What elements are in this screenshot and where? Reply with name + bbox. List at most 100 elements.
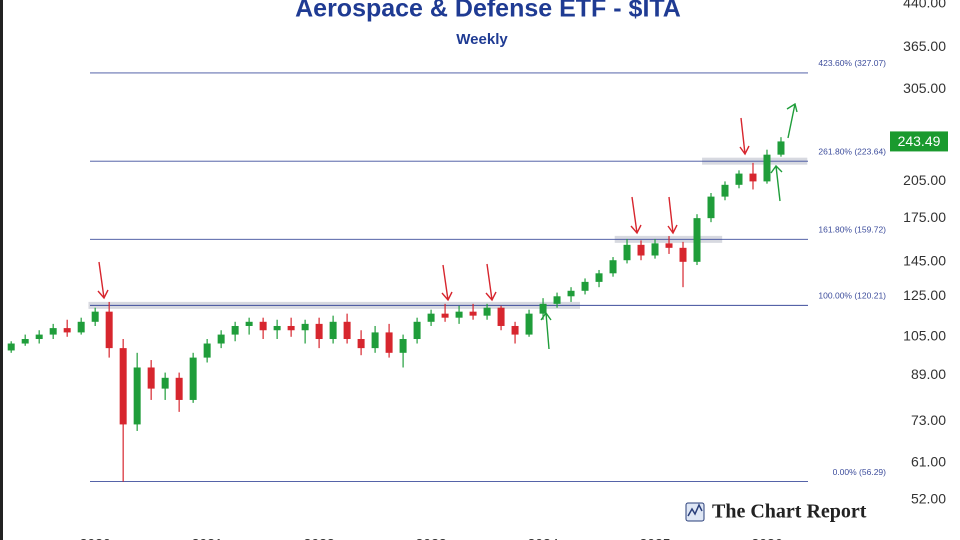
- candle-body: [469, 311, 477, 316]
- candle-body: [693, 218, 701, 262]
- candle: [21, 334, 29, 346]
- y-tick-label: 125.00: [903, 287, 946, 303]
- candle: [427, 309, 435, 326]
- x-tick-label: 2024: [527, 536, 558, 540]
- logo-mark: [687, 503, 703, 517]
- candle: [161, 372, 169, 400]
- candle-body: [567, 290, 575, 297]
- candle-body: [707, 196, 715, 219]
- y-tick-label: 52.00: [911, 491, 946, 507]
- candle: [399, 334, 407, 368]
- candle-body: [777, 141, 785, 155]
- brand-name: The Chart Report: [712, 501, 867, 523]
- candle-body: [49, 328, 57, 335]
- candle: [609, 257, 617, 277]
- fib-label: 0.00% (56.29): [833, 467, 887, 477]
- candle: [679, 241, 687, 288]
- candle: [147, 360, 155, 400]
- candle-body: [287, 325, 295, 331]
- candle-body: [763, 154, 771, 182]
- candle: [357, 330, 365, 356]
- candle: [119, 339, 127, 482]
- candle-body: [637, 244, 645, 256]
- candle: [329, 315, 337, 344]
- candle-body: [357, 339, 365, 349]
- candle: [63, 319, 71, 337]
- y-tick-label: 89.00: [911, 366, 946, 382]
- candle-body: [329, 321, 337, 340]
- candle-body: [119, 348, 127, 425]
- y-tick-label: 61.00: [911, 454, 946, 470]
- candle: [483, 303, 491, 320]
- candle: [735, 170, 743, 189]
- candle: [91, 307, 99, 326]
- candle-body: [455, 311, 463, 318]
- candle: [315, 317, 323, 349]
- candle: [777, 137, 785, 157]
- candle: [497, 305, 505, 331]
- candle: [77, 317, 85, 335]
- y-tick-label: 365.00: [903, 38, 946, 54]
- candle-body: [245, 321, 253, 326]
- arrow-up: [786, 102, 798, 139]
- candle-body: [7, 343, 15, 351]
- candle: [245, 317, 253, 335]
- x-tick-label: 2020: [80, 536, 111, 540]
- candle: [623, 238, 631, 264]
- arrow-down: [97, 261, 109, 300]
- candle: [49, 323, 57, 340]
- candle: [273, 319, 281, 340]
- candle-body: [175, 377, 183, 400]
- candle: [553, 292, 561, 308]
- fib-label: 100.00% (120.21): [818, 291, 886, 301]
- candle-body: [721, 184, 729, 197]
- candle: [259, 317, 267, 340]
- candle-body: [427, 313, 435, 322]
- candle: [413, 317, 421, 344]
- candle: [455, 305, 463, 324]
- y-tick-label: 205.00: [903, 172, 946, 188]
- fib-label: 261.80% (223.64): [818, 146, 886, 156]
- x-tick-label: 2023: [416, 536, 447, 540]
- resistance-arrows: [97, 117, 750, 302]
- x-tick-label: 2021: [192, 536, 223, 540]
- x-tick-label: 2025: [639, 536, 670, 540]
- y-tick-label: 145.00: [903, 253, 946, 269]
- candle-body: [553, 296, 561, 304]
- candle: [217, 330, 225, 349]
- candle: [35, 330, 43, 344]
- support-arrows: [540, 102, 798, 350]
- candle: [469, 303, 477, 320]
- candle-body: [315, 323, 323, 340]
- candle-body: [651, 243, 659, 256]
- arrow-up: [770, 164, 783, 202]
- candle-body: [35, 334, 43, 340]
- candle: [525, 309, 533, 337]
- candle-body: [609, 260, 617, 274]
- y-tick-label: 105.00: [903, 327, 946, 343]
- arrow-up: [540, 311, 552, 350]
- arrow-down: [667, 196, 678, 235]
- candle-body: [231, 325, 239, 335]
- candle-body: [441, 313, 449, 318]
- arrow-down: [485, 263, 497, 302]
- candle-body: [91, 311, 99, 322]
- candle: [133, 352, 141, 431]
- candle-body: [497, 307, 505, 326]
- candle-body: [595, 273, 603, 282]
- candle-body: [511, 325, 519, 335]
- candle-body: [413, 321, 421, 340]
- candle: [693, 214, 701, 266]
- candle-body: [203, 343, 211, 358]
- candle: [665, 236, 673, 254]
- candle: [385, 323, 393, 358]
- candle-body: [133, 367, 141, 425]
- candle: [343, 313, 351, 344]
- x-tick-label: 2026: [751, 536, 782, 540]
- arrow-down: [630, 196, 642, 235]
- x-tick-label: 2022: [304, 536, 335, 540]
- candle-body: [105, 311, 113, 349]
- candle-body: [147, 367, 155, 389]
- brand-logo: The Chart Report: [685, 501, 867, 523]
- last-price-box: [890, 131, 948, 152]
